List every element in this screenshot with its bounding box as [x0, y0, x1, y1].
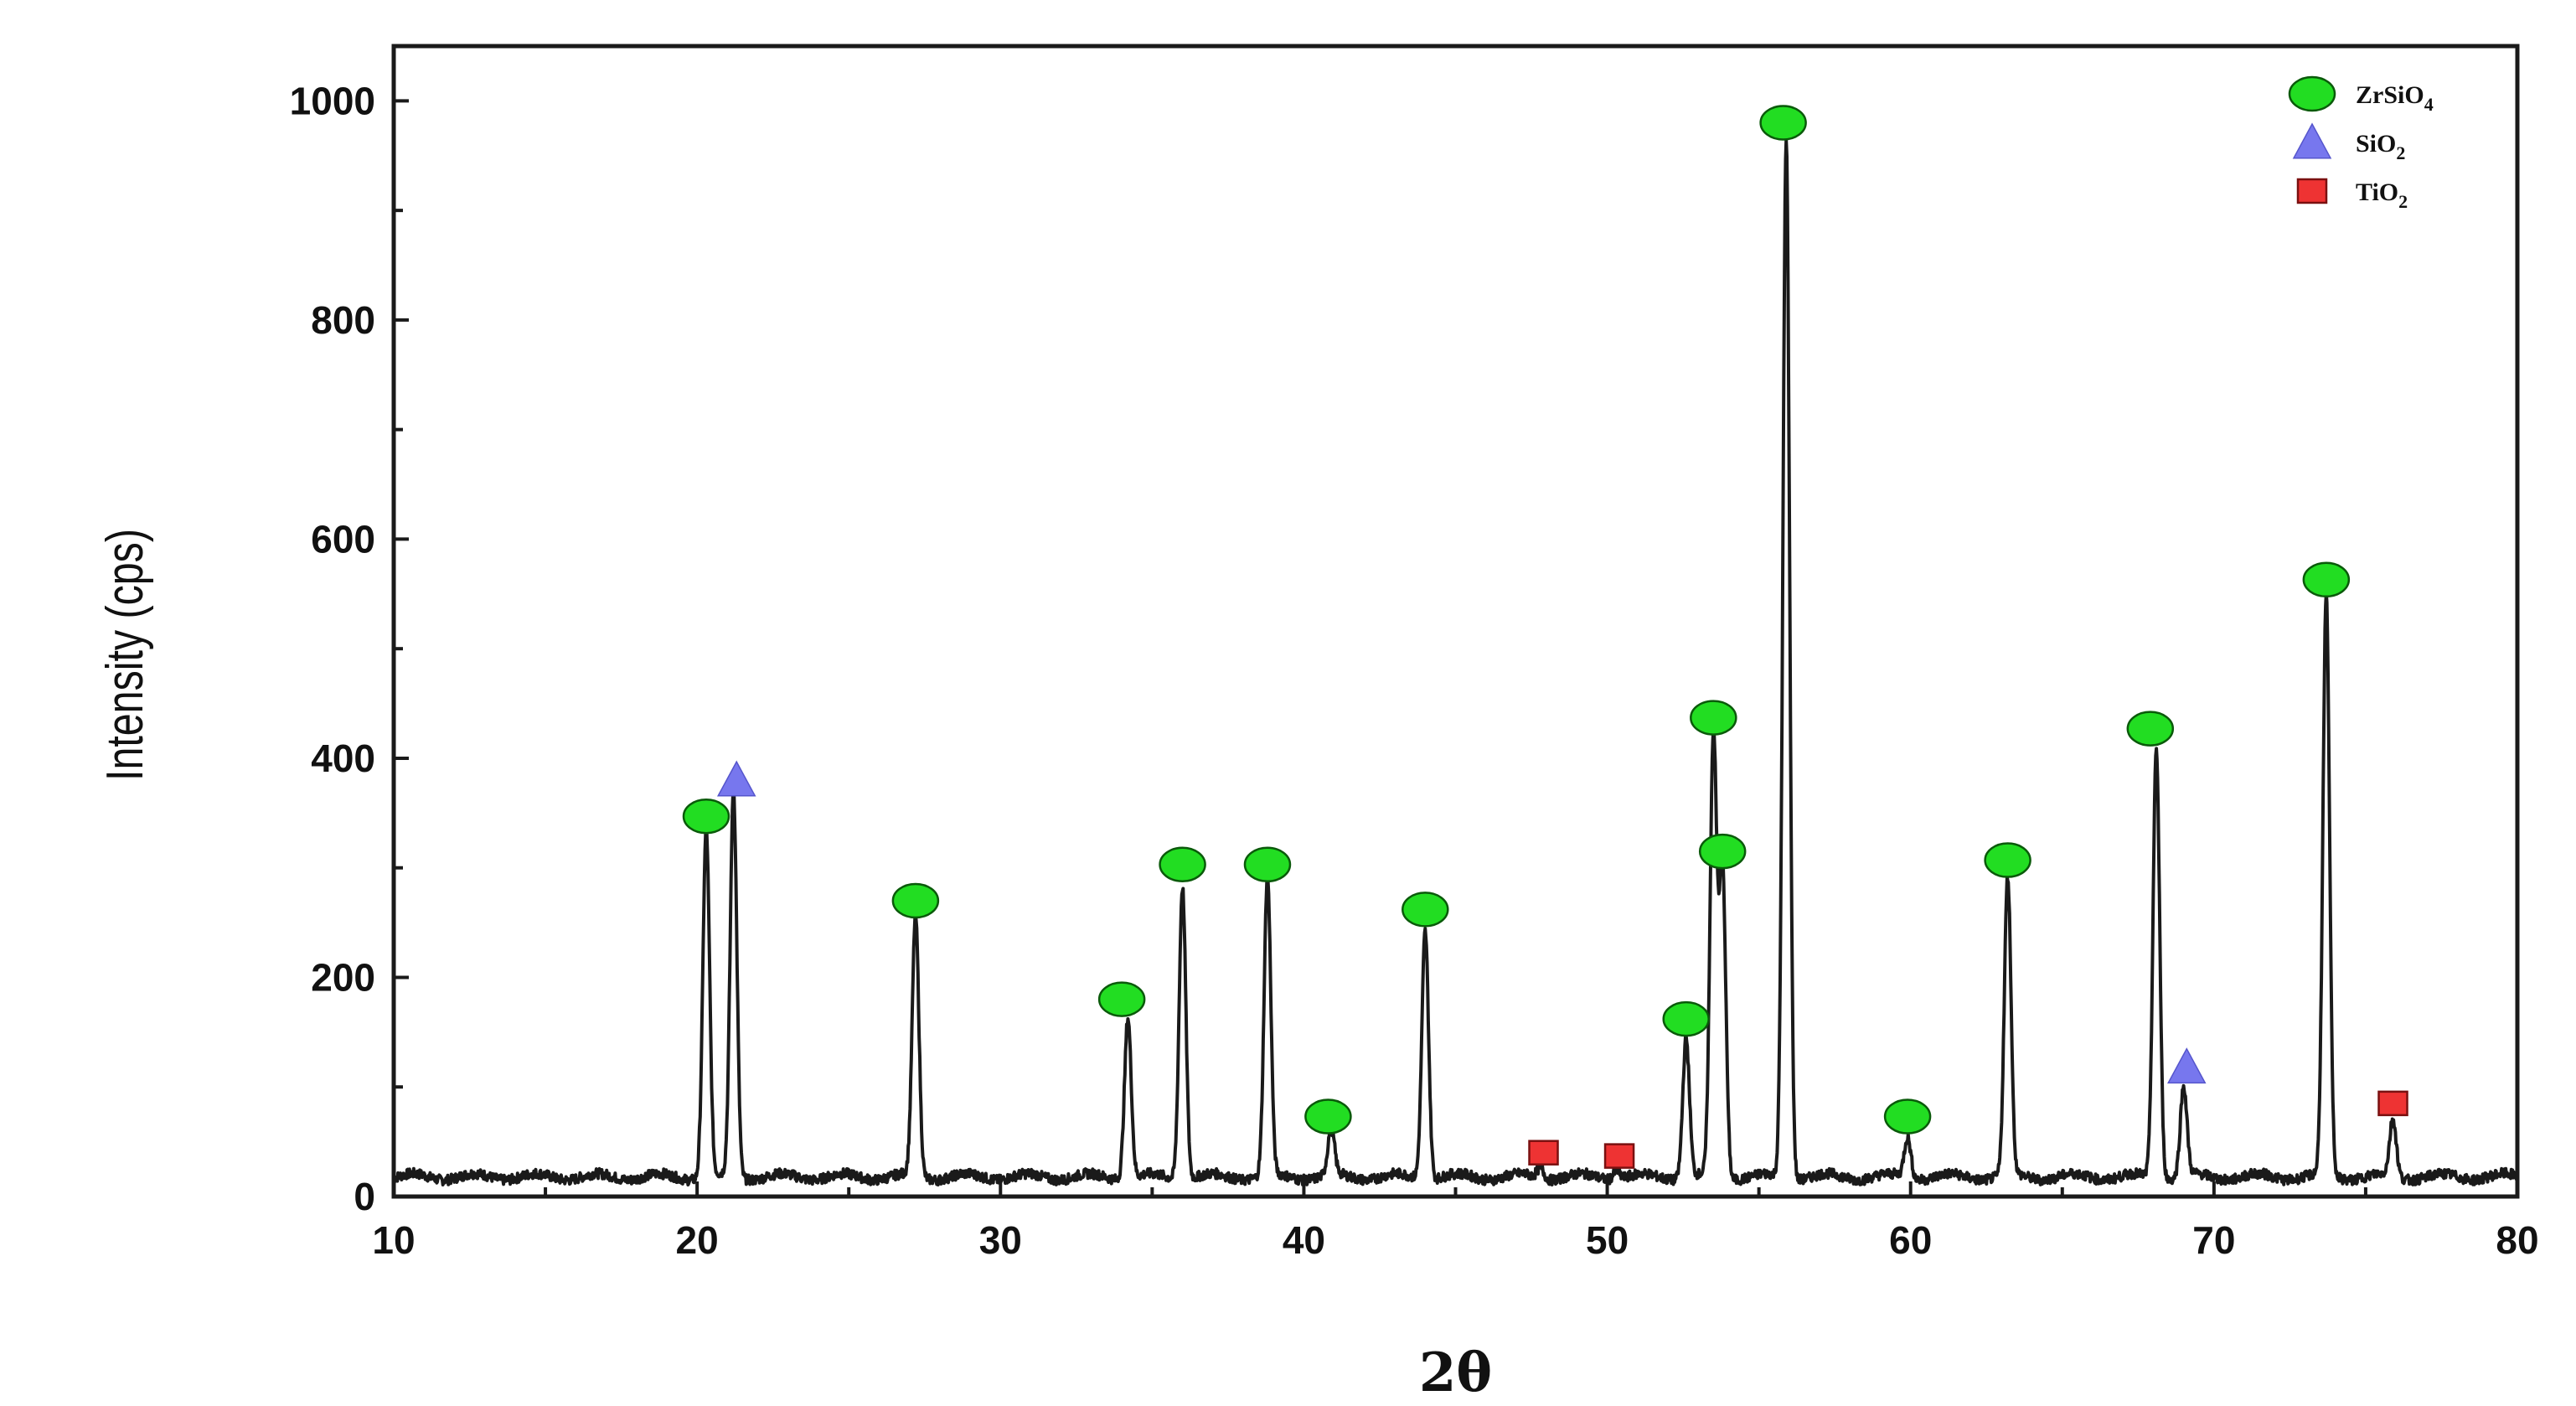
legend-label: ZrSiO4 — [2356, 81, 2434, 115]
zrsio4-marker — [1698, 833, 1747, 870]
legend-triangle-marker — [2292, 122, 2332, 159]
tio2-marker — [1528, 1140, 1559, 1166]
zrsio4-marker — [891, 882, 940, 919]
y-axis-title: Intensity (cps) — [96, 529, 153, 781]
legend: ZrSiO4 SiO2 TiO2 — [2288, 75, 2434, 212]
zrsio4-marker — [2126, 711, 2175, 747]
zrsio4-marker — [1159, 846, 1206, 883]
zrsio4-marker — [1243, 846, 1292, 883]
x-tick-label: 40 — [1283, 1218, 1325, 1262]
y-tick-label: 200 — [311, 955, 375, 999]
x-tick-label: 70 — [2192, 1218, 2235, 1262]
legend-label: SiO2 — [2356, 130, 2405, 163]
zrsio4-marker — [1662, 1000, 1710, 1037]
tio2-marker — [1603, 1143, 1635, 1169]
y-tick-label: 800 — [311, 298, 375, 342]
y-tick-label: 600 — [311, 517, 375, 561]
xrd-pattern-line — [392, 139, 2519, 1186]
plot-frame — [391, 44, 2520, 1199]
x-tick-label: 50 — [1586, 1218, 1629, 1262]
zrsio4-marker — [1984, 842, 2031, 878]
y-tick-label: 1000 — [290, 79, 375, 122]
x-tick-label: 20 — [676, 1218, 719, 1262]
zrsio4-marker — [1097, 981, 1146, 1017]
zrsio4-marker — [1690, 700, 1737, 736]
legend-square-marker — [2296, 178, 2328, 204]
sio2-marker — [2167, 1047, 2207, 1084]
legend-circle-marker — [2288, 75, 2336, 112]
zrsio4-marker — [682, 799, 730, 835]
zrsio4-marker — [1759, 105, 1807, 141]
zrsio4-marker — [1402, 892, 1449, 928]
zrsio4-marker — [1304, 1098, 1352, 1135]
y-tick-label: 400 — [311, 737, 375, 780]
sio2-marker — [716, 760, 756, 797]
tio2-marker — [2377, 1090, 2408, 1117]
zrsio4-marker — [1883, 1098, 1932, 1135]
x-axis-title: 2θ — [1419, 1341, 1492, 1404]
phase-markers — [682, 105, 2408, 1169]
x-tick-label: 60 — [1889, 1218, 1932, 1262]
x-tick-label: 80 — [2496, 1218, 2538, 1262]
y-tick-label: 0 — [354, 1175, 375, 1218]
x-tick-label: 10 — [372, 1218, 415, 1262]
legend-label: TiO2 — [2356, 178, 2408, 212]
x-tick-label: 30 — [979, 1218, 1022, 1262]
zrsio4-marker — [2302, 561, 2351, 598]
